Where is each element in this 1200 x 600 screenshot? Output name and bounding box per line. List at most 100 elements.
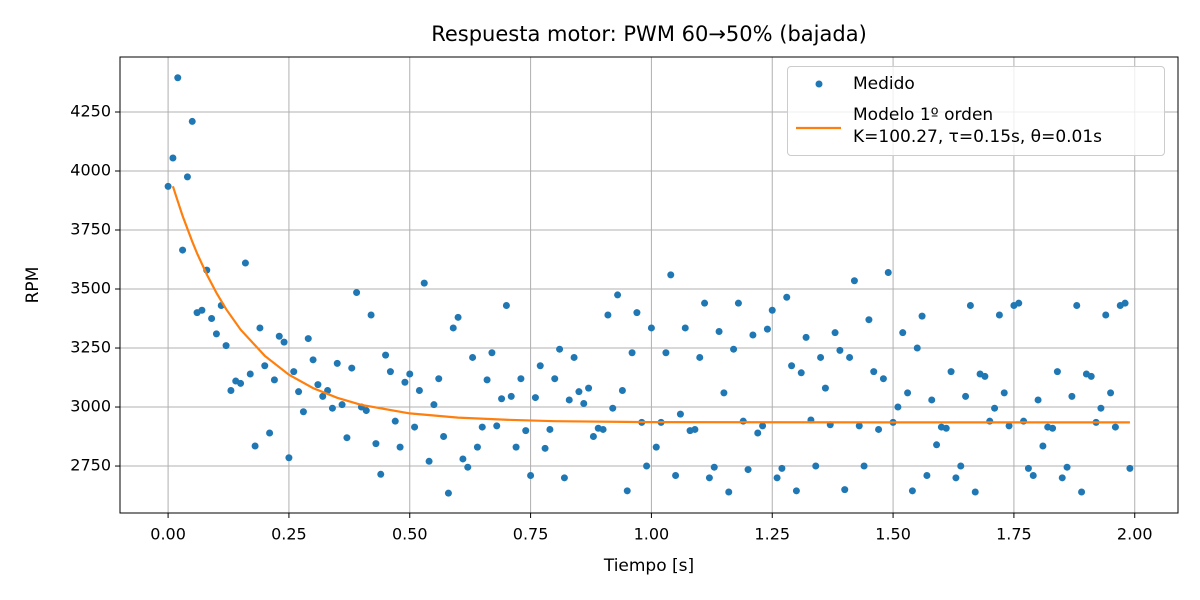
data-point [715,327,723,335]
legend-label: Medido [853,74,915,94]
data-point [672,471,680,479]
data-point [517,375,525,383]
data-point [319,392,327,400]
data-point [957,462,965,470]
data-point [420,279,428,287]
data-point [947,368,955,376]
data-point [237,379,245,387]
data-point [541,444,549,452]
data-point [454,313,462,321]
data-point [1024,464,1032,472]
data-point [865,316,873,324]
data-point [585,384,593,392]
data-point [1005,422,1013,430]
data-point [942,424,950,432]
x-tick-label: 0.50 [392,525,428,544]
data-point [812,462,820,470]
data-point [251,442,259,450]
data-point [1121,299,1129,307]
data-point [1058,474,1066,482]
data-point [1068,392,1076,400]
data-point [212,330,220,338]
data-point [1078,488,1086,496]
data-point [618,387,626,395]
data-point [227,387,235,395]
data-point [338,401,346,409]
data-point [551,375,559,383]
data-point [1034,396,1042,404]
data-point [565,396,573,404]
data-point [773,474,781,482]
data-point [570,353,578,361]
data-point [415,387,423,395]
legend-keys [796,80,841,130]
x-axis-label: Tiempo [s] [603,556,694,576]
model-line [171,186,1130,424]
data-point [1049,424,1057,432]
data-point [502,302,510,310]
data-point [652,443,660,451]
x-tick-label: 0.75 [513,525,549,544]
data-point [720,389,728,397]
legend-label: Modelo 1º orden K=100.27, τ=0.15s, θ=0.0… [853,105,1103,147]
data-point [169,154,177,162]
plot-frame [119,56,1179,514]
data-point [382,351,390,359]
data-point [536,362,544,370]
data-point [904,389,912,397]
data-point [701,299,709,307]
data-point [923,471,931,479]
data-point [580,399,588,407]
data-point [473,443,481,451]
data-point [314,381,322,389]
data-point [768,306,776,314]
data-point [759,422,767,430]
x-tick-label: 1.75 [996,525,1032,544]
data-point [1126,464,1134,472]
data-point [343,434,351,442]
data-point [802,333,810,341]
data-point [464,463,472,471]
data-point [875,425,883,433]
x-tick-label: 0.00 [150,525,186,544]
data-point [478,423,486,431]
data-point [928,396,936,404]
data-point [430,401,438,409]
data-point [855,422,863,430]
data-point [995,311,1003,319]
data-point [362,407,370,415]
y-tick-label: 3250 [70,338,111,357]
data-point [991,404,999,412]
data-point [850,277,858,285]
data-point [933,441,941,449]
data-point [299,408,307,416]
data-point [788,362,796,370]
data-point [391,417,399,425]
data-point [604,311,612,319]
data-point [725,488,733,496]
data-point [908,487,916,495]
data-point [879,375,887,383]
data-point [188,117,196,125]
x-tick-label: 1.50 [875,525,911,544]
data-point [241,259,249,267]
data-point [913,344,921,352]
data-point [846,353,854,361]
data-point [1087,372,1095,380]
data-point [841,486,849,494]
data-point [1000,389,1008,397]
data-point [691,425,699,433]
data-point [333,359,341,367]
data-point [628,349,636,357]
y-tick-label: 3000 [70,397,111,416]
data-point [256,324,264,332]
data-point [647,324,655,332]
data-point [328,404,336,412]
data-point [599,425,607,433]
data-point [174,74,182,82]
data-point [1111,423,1119,431]
data-point [870,368,878,376]
data-point [696,353,704,361]
y-tick-label: 4000 [70,161,111,180]
data-point [681,324,689,332]
